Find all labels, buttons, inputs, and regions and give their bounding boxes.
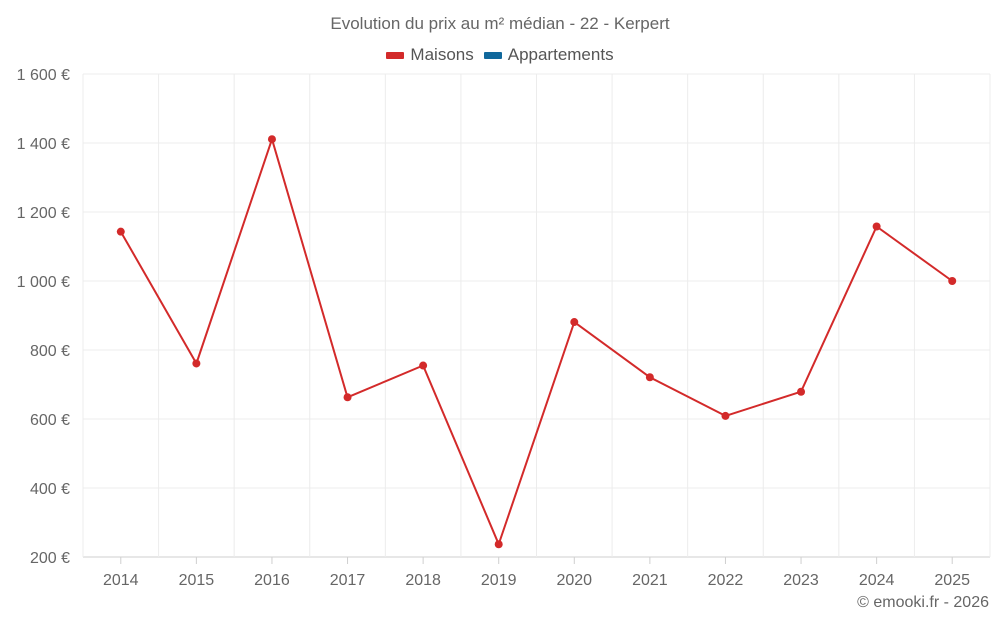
data-point[interactable] bbox=[948, 277, 957, 285]
credit-text: © emooki.fr - 2026 bbox=[857, 594, 989, 611]
legend-label-maisons: Maisons bbox=[410, 45, 474, 64]
x-tick-label: 2021 bbox=[632, 572, 668, 589]
x-tick-label: 2016 bbox=[254, 572, 290, 589]
series-line-maisons bbox=[119, 138, 953, 546]
x-tick-label: 2020 bbox=[556, 572, 592, 589]
data-point[interactable] bbox=[116, 227, 125, 236]
x-tick-label: 2019 bbox=[481, 572, 517, 589]
x-tick-label: 2024 bbox=[859, 572, 895, 589]
data-point[interactable] bbox=[872, 222, 881, 231]
data-point[interactable] bbox=[570, 318, 579, 327]
x-tick-label: 2023 bbox=[783, 572, 819, 589]
data-point[interactable] bbox=[419, 361, 428, 370]
chart-title: Evolution du prix au m² médian - 22 - Ke… bbox=[330, 14, 670, 33]
legend-swatch-appartements bbox=[483, 51, 502, 59]
grid-lines bbox=[82, 73, 991, 558]
y-tick-label: 1 600 € bbox=[17, 67, 70, 84]
y-tick-label: 800 € bbox=[30, 343, 70, 360]
legend-item-appartements[interactable]: Appartements bbox=[483, 45, 614, 65]
y-tick-label: 400 € bbox=[30, 481, 70, 498]
legend-swatch-maisons bbox=[386, 51, 405, 59]
data-point[interactable] bbox=[192, 359, 201, 368]
x-tick-label: 2022 bbox=[708, 572, 744, 589]
data-point[interactable] bbox=[645, 373, 654, 382]
series-lines bbox=[119, 138, 953, 546]
y-tick-label: 200 € bbox=[30, 550, 70, 567]
data-point[interactable] bbox=[797, 387, 806, 396]
data-point[interactable] bbox=[721, 411, 730, 420]
axes: 200 € 400 € 600 € 800 € 1 000 € 1 200 € 1 400 … bbox=[17, 67, 970, 589]
data-point[interactable] bbox=[267, 135, 276, 144]
data-point[interactable] bbox=[343, 393, 352, 402]
legend-label-appartements: Appartements bbox=[507, 45, 614, 64]
x-tick-label: 2025 bbox=[934, 572, 970, 589]
y-tick-label: 1 000 € bbox=[17, 274, 70, 291]
data-points bbox=[116, 135, 957, 549]
x-tick-label: 2015 bbox=[179, 572, 215, 589]
y-tick-label: 1 200 € bbox=[17, 205, 70, 222]
y-tick-label: 600 € bbox=[30, 412, 70, 429]
y-tick-label: 1 400 € bbox=[17, 136, 70, 153]
x-tick-label: 2017 bbox=[330, 572, 366, 589]
legend-item-maisons[interactable]: Maisons bbox=[386, 45, 474, 65]
data-point[interactable] bbox=[494, 540, 503, 549]
legend: Maisons Appartements bbox=[0, 45, 1000, 65]
x-tick-label: 2014 bbox=[103, 572, 139, 589]
x-tick-label: 2018 bbox=[405, 572, 441, 589]
